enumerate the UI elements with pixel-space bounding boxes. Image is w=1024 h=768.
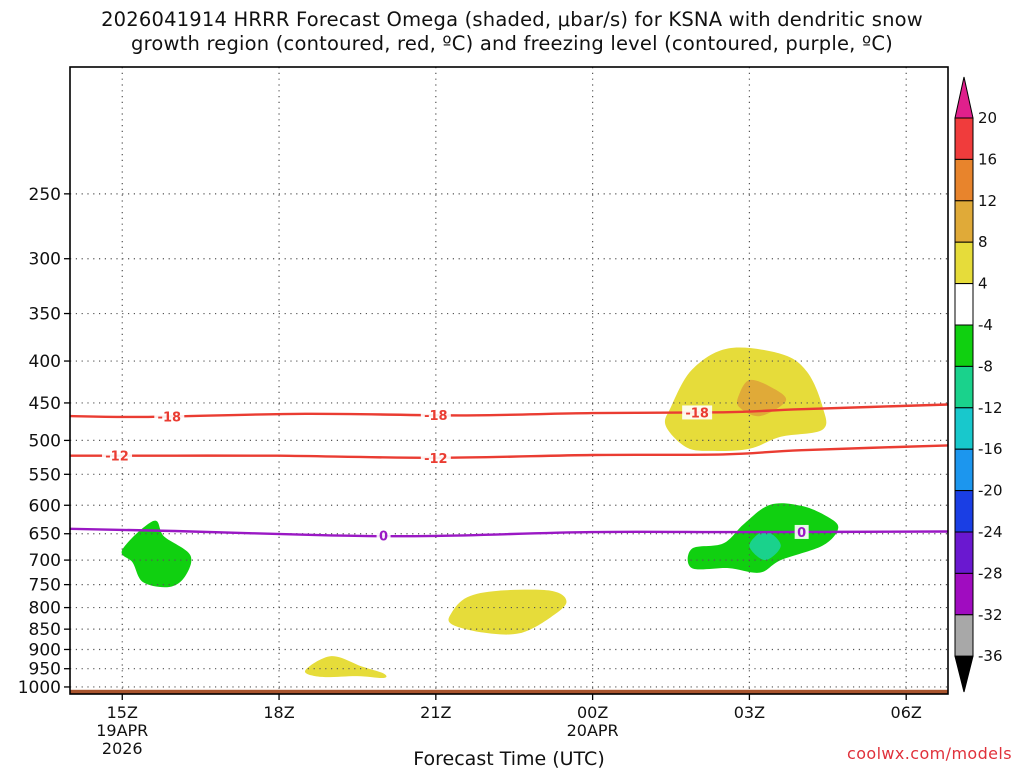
omega-region-descent-left (121, 520, 192, 588)
colorbar-label--16: -16 (978, 440, 1003, 458)
contour-label-bg-dendritic-minus-12-1 (420, 450, 451, 465)
x-tick-label-9-1: 20APR (567, 721, 619, 740)
colorbar-bin--24--20 (954, 490, 974, 533)
colorbar-bin--12--8 (954, 365, 974, 409)
omega-region-ascent-low (304, 656, 387, 679)
colorbar-label--24: -24 (978, 523, 1003, 541)
contour-label-bg-dendritic-minus-18-2 (682, 405, 713, 420)
omega-region-ascent-mid (448, 589, 567, 635)
y-tick-label-950: 950 (29, 660, 61, 680)
y-tick-label-400: 400 (29, 352, 61, 372)
y-tick-label-900: 900 (29, 640, 61, 660)
temperature-contours: -18 -18 -18 -12 -12 0 0 (69, 403, 949, 545)
contour-label-freezing-level-0-0: 0 (379, 530, 388, 545)
y-tick-label-350: 350 (29, 305, 61, 325)
y-tick-label-850: 850 (29, 620, 61, 640)
colorbar-bin-16-20 (954, 117, 974, 160)
contour-label-bg-dendritic-minus-12-0 (102, 448, 133, 463)
colorbar-under-arrow (954, 655, 974, 693)
colorbar-label-8: 8 (978, 233, 988, 251)
y-axis-pressure: 2503003504004505005506006507007508008509… (18, 185, 70, 698)
colorbar-label--32: -32 (978, 606, 1003, 624)
x-axis-label: Forecast Time (UTC) (413, 748, 604, 768)
y-tick-label-700: 700 (29, 551, 61, 571)
colorbar-label--20: -20 (978, 482, 1003, 500)
y-tick-label-250: 250 (29, 185, 61, 205)
x-tick-label-6-0: 21Z (420, 703, 451, 722)
colorbar-over-arrow (954, 76, 974, 119)
colorbar-bin-4-8 (954, 241, 974, 285)
colorbar-label--12: -12 (978, 399, 1003, 417)
contour-label-dendritic-minus-18-0: -18 (158, 410, 182, 425)
colorbar-bin--36--32 (954, 614, 974, 657)
colorbar-label--4: -4 (978, 316, 993, 334)
contour-label-dendritic-minus-18-1: -18 (424, 409, 448, 424)
surface-terrain (70, 689, 948, 694)
site-credit: coolwx.com/models (847, 744, 1012, 763)
y-tick-label-750: 750 (29, 576, 61, 596)
y-tick-label-650: 650 (29, 525, 61, 545)
y-tick-label-450: 450 (29, 394, 61, 414)
contour-label-dendritic-minus-12-0: -12 (105, 450, 129, 465)
contour-dendritic-minus-18 (69, 403, 949, 419)
colorbar-bin--16--12 (954, 407, 974, 450)
x-tick-label-9-0: 00Z (577, 703, 608, 722)
contour-label-bg-freezing-level-0-1 (794, 524, 809, 539)
colorbar-bin--20--16 (954, 448, 974, 492)
x-tick-label-0-0: 15Z (107, 703, 138, 722)
colorbar-label--36: -36 (978, 647, 1003, 665)
x-tick-label-0-2: 2026 (102, 739, 143, 758)
omega-region-descent-right-core (749, 531, 781, 561)
contour-label-dendritic-minus-18-2: -18 (685, 406, 709, 421)
colorbar-label--8: -8 (978, 357, 993, 375)
x-tick-label-3-0: 18Z (263, 703, 294, 722)
contour-label-bg-freezing-level-0-0 (376, 528, 391, 543)
omega-shading (70, 347, 948, 694)
chart-title-line-2: growth region (contoured, red, ºC) and f… (131, 32, 893, 55)
colorbar-bin--28--24 (954, 531, 974, 574)
colorbar-legend: 20 16 12 8 4 -4 -8 -12 -16 -20 -24 -28 -32 -36 (954, 76, 1003, 693)
contour-freezing-level-0 (69, 527, 949, 538)
x-tick-label-15-0: 06Z (891, 703, 922, 722)
y-tick-label-300: 300 (29, 250, 61, 270)
colorbar-label-20: 20 (978, 109, 997, 127)
contour-label-bg-dendritic-minus-18-1 (420, 408, 451, 423)
colorbar-label-4: 4 (978, 275, 988, 293)
colorbar-label--28: -28 (978, 564, 1003, 582)
plot-frame (69, 66, 949, 695)
contour-dendritic-minus-12 (70, 444, 949, 460)
omega-region-ascent-upper-core (736, 379, 787, 417)
y-tick-label-800: 800 (29, 599, 61, 619)
colorbar-bin--8--4 (954, 324, 974, 367)
chart-title-line-1: 2026041914 HRRR Forecast Omega (shaded, … (101, 8, 923, 31)
contour-label-bg-dendritic-minus-18-0 (154, 409, 185, 424)
y-tick-label-1000: 1000 (18, 678, 61, 698)
colorbar-bin--32--28 (954, 572, 974, 616)
y-tick-label-500: 500 (29, 431, 61, 451)
colorbar-bin--4-4 (954, 283, 974, 326)
y-tick-label-550: 550 (29, 465, 61, 485)
contour-label-dendritic-minus-12-1: -12 (424, 452, 448, 467)
x-tick-label-12-0: 03Z (734, 703, 765, 722)
contour-label-freezing-level-0-1: 0 (797, 526, 806, 541)
colorbar-bin-12-16 (954, 158, 974, 202)
colorbar-bin-8-12 (954, 200, 974, 243)
colorbar-label-12: 12 (978, 192, 997, 210)
colorbar-label-16: 16 (978, 150, 997, 168)
x-tick-label-0-1: 19APR (96, 721, 148, 740)
y-tick-label-600: 600 (29, 496, 61, 516)
